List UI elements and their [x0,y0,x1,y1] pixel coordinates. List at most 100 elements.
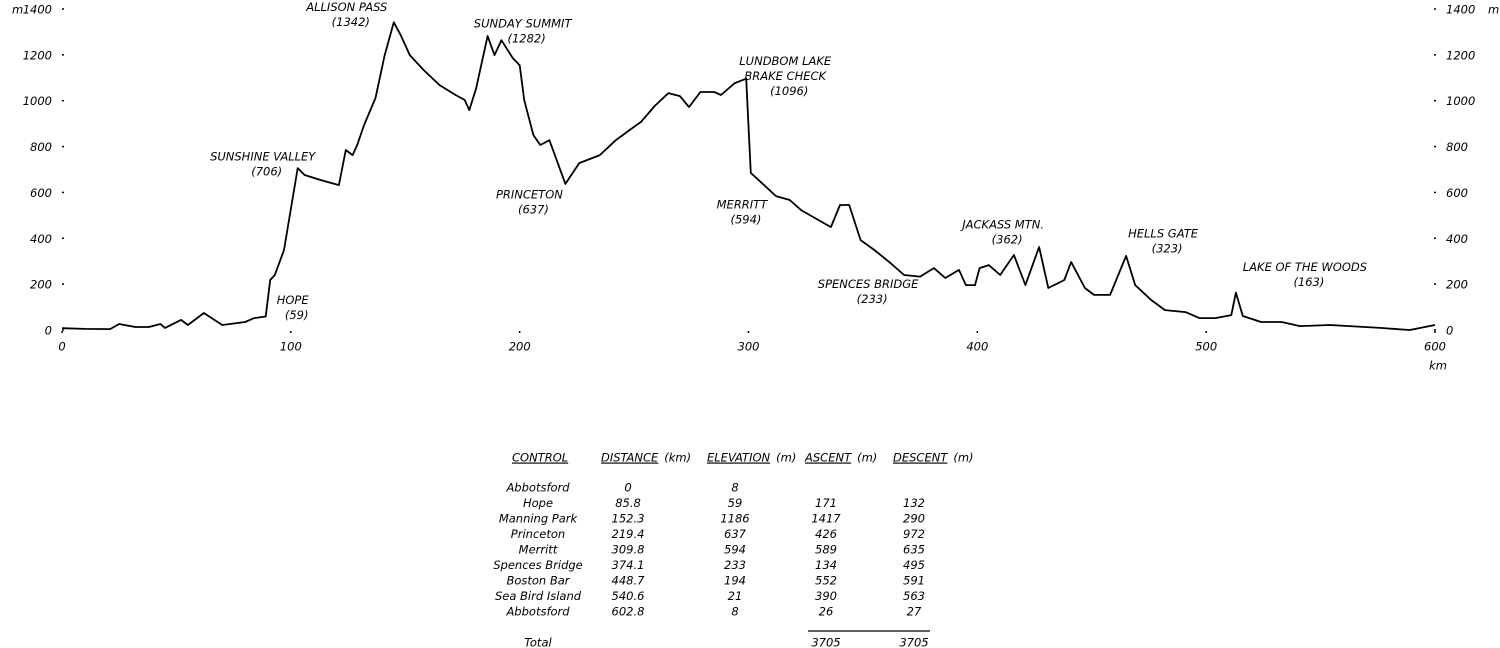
table-cell: 426 [815,527,837,541]
y2-tick-label: 400 [1446,232,1468,246]
table-header-unit: (m) [857,451,877,465]
table-cell: 602.8 [612,605,645,619]
y2-tick-label: 1400 [1446,3,1475,17]
annotation-name: ALLISON PASS [305,0,387,14]
table-cell: Hope [523,496,553,510]
table-cell: 171 [815,496,837,510]
table-cell: 0 [624,481,631,495]
annotation-name: MERRITT [717,197,769,211]
table-total-label: Total [524,636,552,648]
annotation-name: LUNDBOM LAKE [739,54,832,68]
table-cell: 132 [903,496,925,510]
y2-tick-label: 800 [1446,140,1468,154]
table-cell: 591 [903,574,925,588]
annotation-value: (706) [251,165,282,179]
table-cell: 374.1 [612,558,645,572]
annotation-value: (59) [285,308,309,322]
annotation-name: HELLS GATE [1128,226,1199,240]
y2-axis-label: m [1488,3,1499,17]
annotation-name: HOPE [277,293,310,307]
annotation-value: (1282) [508,32,546,46]
y-axis-label: m [12,3,23,17]
annotation-value: (594) [730,212,761,226]
table-cell: 540.6 [612,589,645,603]
table-cell: 1417 [811,512,841,526]
annotation-value: (323) [1152,241,1183,255]
table-cell: 134 [815,558,837,572]
y-tick-label: 1200 [23,48,52,62]
table-header-unit: (km) [664,451,691,465]
table-cell: 152.3 [612,512,645,526]
annotation-name: BRAKE CHECK [744,69,827,83]
table-cell: 8 [731,605,738,619]
annotation-value: (637) [518,202,549,216]
y-tick-label: 800 [30,140,52,154]
table-cell: 390 [815,589,837,603]
y2-tick-label: 1200 [1446,48,1475,62]
x-tick-label: 600 [1424,340,1446,354]
x-tick-label: 400 [966,340,988,354]
table-cell: 21 [728,589,743,603]
annotation-name: PRINCETON [496,187,563,201]
table-header: DESCENT [893,451,948,465]
x-tick-label: 100 [280,340,302,354]
x-tick-label: 500 [1195,340,1217,354]
table-cell: 594 [724,543,746,557]
x-axis-label: km [1429,359,1447,373]
table-cell: Manning Park [499,512,579,526]
table-cell: 233 [724,558,746,572]
table-cell: 635 [903,543,925,557]
y-tick-label: 400 [30,232,52,246]
annotation-name: JACKASS MTN. [960,217,1044,231]
table-cell: 563 [903,589,925,603]
table-cell: Sea Bird Island [495,589,582,603]
table-cell: Abbotsford [505,605,570,619]
table-cell: 637 [724,527,747,541]
y2-tick-label: 1000 [1446,94,1475,108]
table-cell: Abbotsford [505,481,570,495]
table-header-unit: (m) [776,451,796,465]
y-tick-label: 0 [45,324,52,338]
table-cell: Princeton [511,527,565,541]
annotation-value: (1096) [770,84,808,98]
annotation-value: (163) [1293,275,1324,289]
table-cell: 290 [903,512,925,526]
annotation-value: (1342) [332,15,370,29]
table-total-ascent: 3705 [811,636,840,648]
table-cell: 1186 [720,512,749,526]
table-header: DISTANCE [601,451,659,465]
table-cell: 495 [903,558,925,572]
y-tick-label: 1000 [23,94,52,108]
table-cell: 27 [907,605,922,619]
table-cell: 194 [724,574,746,588]
table-header: ELEVATION [707,451,771,465]
table-header-unit: (m) [953,451,973,465]
annotation-name: LAKE OF THE WOODS [1243,260,1367,274]
annotation-name: SUNSHINE VALLEY [210,150,316,164]
y-tick-label: 600 [30,186,52,200]
annotation-name: SPENCES BRIDGE [818,277,919,291]
table-cell: 552 [815,574,837,588]
table-total-descent: 3705 [899,636,928,648]
annotation-name: SUNDAY SUMMIT [474,17,573,31]
table-cell: 8 [731,481,738,495]
table-cell: 448.7 [612,574,646,588]
y2-tick-label: 0 [1446,324,1453,338]
y2-tick-label: 200 [1446,278,1468,292]
y-tick-label: 200 [30,278,52,292]
table-cell: Merritt [519,543,558,557]
table-cell: 26 [819,605,834,619]
annotation-value: (362) [992,232,1023,246]
table-cell: Spences Bridge [493,558,583,572]
table-cell: Boston Bar [506,574,570,588]
table-cell: 219.4 [612,527,645,541]
x-tick-label: 200 [509,340,531,354]
annotation-value: (233) [857,292,888,306]
table-cell: 309.8 [612,543,645,557]
y2-tick-label: 600 [1446,186,1468,200]
table-cell: 589 [815,543,837,557]
x-tick-label: 300 [738,340,760,354]
table-header: CONTROL [512,451,568,465]
